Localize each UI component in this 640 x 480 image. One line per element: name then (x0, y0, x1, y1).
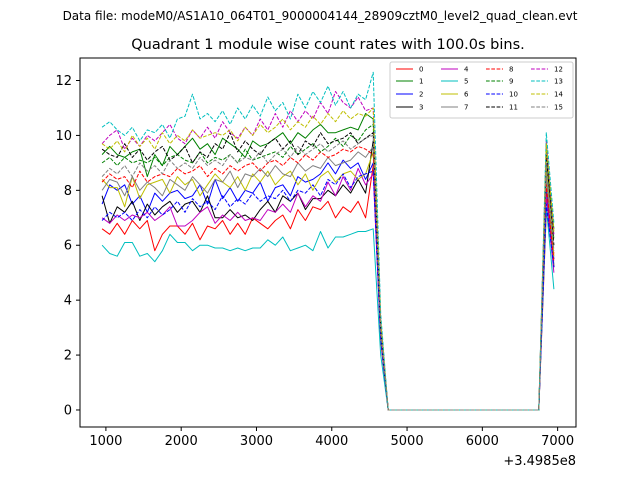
series-line-2 (101, 159, 555, 411)
series-line-0 (101, 165, 555, 411)
x-tick-label-5000: 5000 (391, 434, 424, 449)
legend-label-14: 14 (554, 91, 563, 99)
y-tick-label-8: 8 (64, 184, 72, 199)
y-tick-label-10: 10 (55, 129, 72, 144)
legend-label-0: 0 (419, 66, 423, 74)
series-line-9 (101, 123, 555, 411)
series-line-13 (101, 71, 555, 411)
legend-label-9: 9 (509, 78, 513, 86)
legend-label-12: 12 (554, 66, 563, 74)
series-line-11 (101, 132, 555, 411)
x-offset-label: +3.4985e8 (503, 454, 576, 469)
series-line-15 (101, 134, 555, 411)
series-line-7 (101, 145, 555, 411)
legend-label-11: 11 (509, 104, 518, 112)
legend-label-5: 5 (464, 78, 468, 86)
x-tick-label-7000: 7000 (541, 434, 574, 449)
legend-frame (389, 61, 574, 119)
series-line-4 (101, 167, 555, 411)
x-tick-label-4000: 4000 (315, 434, 348, 449)
legend-label-13: 13 (554, 78, 563, 86)
x-tick-label-2000: 2000 (165, 434, 198, 449)
axes-frame (79, 57, 577, 428)
y-tick-label-4: 4 (64, 294, 72, 309)
x-tick-label-6000: 6000 (466, 434, 499, 449)
legend-label-15: 15 (554, 104, 563, 112)
x-tick-label-1000: 1000 (89, 434, 122, 449)
legend-label-3: 3 (419, 104, 423, 112)
series-layer (101, 71, 555, 411)
series-line-14 (101, 107, 555, 411)
legend-label-1: 1 (419, 78, 423, 86)
suptitle: Data file: modeM0/AS1A10_064T01_90000041… (63, 9, 578, 23)
legend-label-6: 6 (464, 91, 469, 99)
series-line-8 (101, 145, 555, 411)
legend-label-4: 4 (464, 66, 469, 74)
y-tick-label-0: 0 (64, 403, 72, 418)
y-tick-label-6: 6 (64, 239, 72, 254)
chart-title: Quadrant 1 module wise count rates with … (131, 37, 525, 53)
legend-label-7: 7 (464, 104, 468, 112)
legend-label-2: 2 (419, 91, 423, 99)
y-tick-label-2: 2 (64, 349, 72, 364)
y-tick-label-12: 12 (55, 74, 72, 89)
series-line-5 (101, 206, 555, 411)
legend-label-10: 10 (509, 91, 518, 99)
legend-label-8: 8 (509, 66, 513, 74)
series-line-12 (101, 91, 555, 411)
series-line-3 (101, 140, 555, 411)
x-tick-label-3000: 3000 (240, 434, 273, 449)
